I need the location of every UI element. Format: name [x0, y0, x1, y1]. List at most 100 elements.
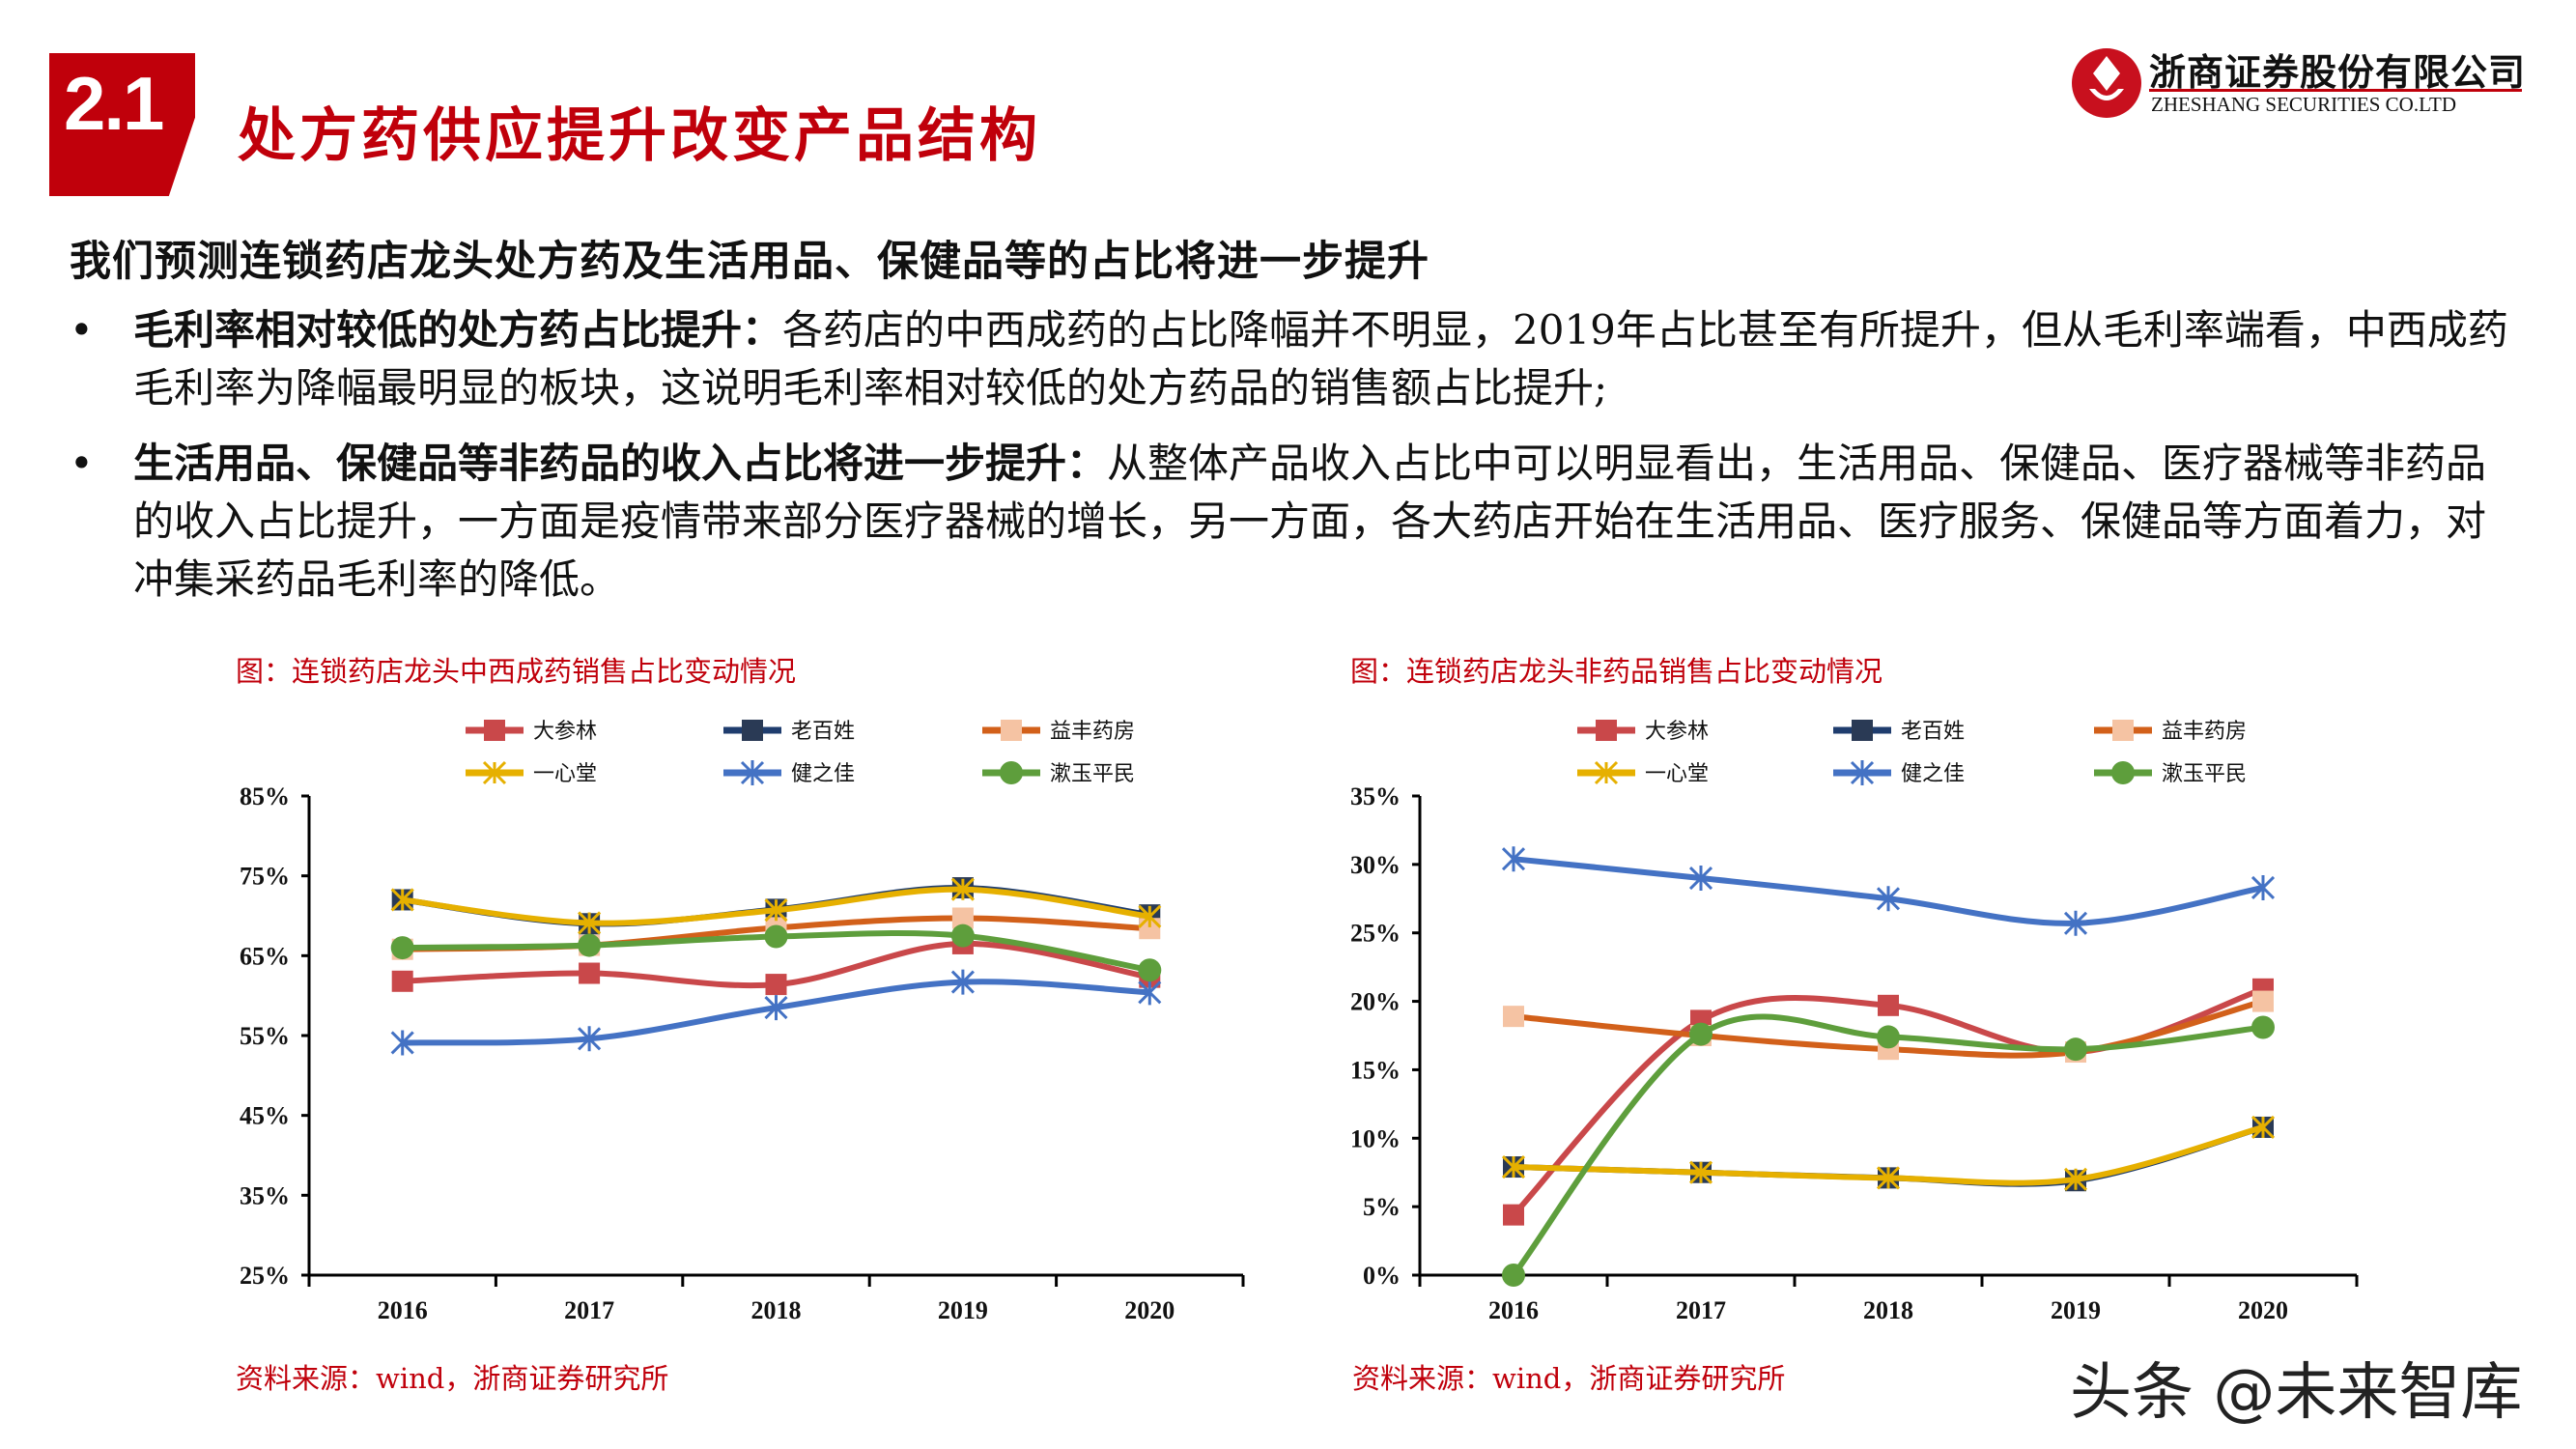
marker-square	[951, 907, 974, 929]
marker-x	[2063, 1167, 2088, 1191]
legend-item: 漱玉平民	[2094, 761, 2247, 786]
bullet-text: 各药店的中西成药的占比降幅并不明显，2019年占比甚至有所提升，但从毛利率端看，…	[133, 306, 2508, 412]
series-漱玉平民	[1502, 1013, 2275, 1287]
y-tick-label: 75%	[240, 863, 290, 891]
marker-square	[1878, 994, 1899, 1016]
marker-circle	[578, 933, 602, 957]
marker-star	[578, 1026, 602, 1052]
bullet-item: • 生活用品、保健品等非药品的收入占比将进一步提升：从整体产品收入占比中可以明显…	[70, 435, 2523, 609]
marker-square	[1852, 720, 1873, 741]
series-健之佳	[1501, 846, 2276, 936]
legend-item: 一心堂	[466, 760, 597, 786]
x-tick-label: 2020	[1124, 1296, 1175, 1324]
legend-label: 大参林	[533, 720, 597, 744]
marker-x	[390, 888, 414, 912]
watermark: 头条 @未来智库	[2070, 1357, 2523, 1429]
marker-x	[482, 760, 507, 785]
x-tick-label: 2017	[1676, 1296, 1726, 1324]
marker-square	[1001, 720, 1022, 741]
marker-star	[764, 995, 788, 1021]
line-chart: 25% 35% 45% 55% 65% 75% 85% 2016 2017 2018 2019 202…	[240, 720, 1245, 1324]
marker-square	[1503, 1006, 1524, 1028]
marker-circle	[2111, 761, 2135, 784]
marker-star	[1138, 980, 1162, 1006]
marker-circle	[1689, 1022, 1713, 1046]
x-tick-label: 2018	[1863, 1296, 1913, 1324]
marker-square	[2112, 720, 2134, 741]
marker-circle	[1000, 761, 1023, 784]
legend-label: 一心堂	[533, 762, 597, 786]
x-tick-label: 2017	[564, 1296, 614, 1324]
y-tick-label: 5%	[1363, 1193, 1401, 1221]
marker-star	[1501, 846, 1526, 872]
legend-item: 大参林	[1577, 720, 1709, 744]
legend-item: 一心堂	[1577, 760, 1709, 786]
legend-label: 一心堂	[1645, 762, 1709, 786]
legend-item: 健之佳	[723, 760, 855, 786]
series-line	[1511, 1013, 2264, 1277]
y-tick-label: 10%	[1350, 1124, 1401, 1152]
section-number: 2.1	[64, 61, 164, 146]
chart-caption: 图：连锁药店龙头中西成药销售占比变动情况	[236, 655, 797, 688]
logo-english-name: ZHESHANG SECURITIES CO.LTD	[2151, 93, 2456, 116]
chart-caption: 图：连锁药店龙头非药品销售占比变动情况	[1350, 655, 1883, 688]
marker-square	[2252, 990, 2274, 1012]
marker-x	[950, 877, 975, 901]
x-tick-label: 2016	[378, 1296, 428, 1324]
marker-square	[765, 974, 787, 996]
x-tick-label: 2016	[1488, 1296, 1539, 1324]
marker-x	[1876, 1166, 1901, 1190]
x-tick-label: 2019	[938, 1296, 988, 1324]
y-tick-label: 20%	[1350, 988, 1401, 1016]
logo-chinese-name: 浙商证券股份有限公司	[2149, 50, 2527, 94]
legend-item: 老百姓	[1833, 720, 1965, 744]
legend-label: 漱玉平民	[1050, 762, 1135, 786]
subtitle: 我们预测连锁药店龙头处方药及生活用品、保健品等的占比将进一步提升	[70, 238, 1430, 286]
series-一心堂	[390, 877, 1162, 935]
marker-star	[390, 1030, 414, 1056]
legend-item: 漱玉平民	[982, 761, 1135, 786]
marker-x	[1138, 904, 1162, 928]
bullet-item: • 毛利率相对较低的处方药占比提升：各药店的中西成药的占比降幅并不明显，2019…	[70, 301, 2523, 417]
page-title: 处方药供应提升改变产品结构	[238, 102, 1041, 170]
marker-circle	[1877, 1025, 1900, 1049]
marker-star	[2063, 910, 2088, 936]
marker-star	[2250, 874, 2276, 900]
bullet-heading: 毛利率相对较低的处方药占比提升：	[133, 306, 783, 354]
marker-star	[1688, 866, 1713, 892]
marker-star	[1850, 760, 1875, 785]
legend-label: 健之佳	[1901, 762, 1965, 786]
marker-x	[1501, 1154, 1526, 1179]
x-tick-label: 2018	[751, 1296, 802, 1324]
legend-label: 漱玉平民	[2162, 762, 2247, 786]
marker-x	[2250, 1115, 2276, 1140]
bullet-dot-icon: •	[70, 440, 94, 487]
marker-circle	[1138, 958, 1162, 982]
marker-circle	[950, 923, 975, 948]
chart-source: 资料来源：wind，浙商证券研究所	[236, 1362, 669, 1395]
y-tick-label: 35%	[240, 1181, 290, 1209]
legend-label: 老百姓	[791, 720, 855, 744]
y-tick-label: 0%	[1363, 1262, 1401, 1290]
legend-label: 健之佳	[791, 762, 855, 786]
line-chart: 0% 5% 10% 15% 20% 25% 30% 35% 2016 2017 2018 2019 20…	[1350, 720, 2359, 1324]
y-tick-label: 35%	[1350, 782, 1401, 810]
series-一心堂	[1501, 1115, 2276, 1191]
bullet-text: 从整体产品收入占比中可以明显看出，生活用品、保健品、医疗器械等非药品的收入占比提…	[133, 440, 2487, 603]
legend-label: 老百姓	[1901, 720, 1965, 744]
y-tick-label: 25%	[240, 1262, 290, 1290]
marker-circle	[764, 924, 788, 949]
logo-divider	[2149, 89, 2522, 92]
legend-item: 益丰药房	[982, 720, 1135, 744]
x-tick-label: 2020	[2238, 1296, 2288, 1324]
bullet-heading: 生活用品、保健品等非药品的收入占比将进一步提升：	[133, 440, 1108, 487]
marker-square	[391, 970, 413, 992]
marker-star	[1876, 886, 1901, 912]
y-tick-label: 15%	[1350, 1056, 1401, 1084]
x-tick-label: 2019	[2051, 1296, 2101, 1324]
y-tick-label: 45%	[240, 1102, 290, 1130]
marker-x	[578, 911, 602, 935]
marker-circle	[2064, 1037, 2087, 1062]
legend-label: 益丰药房	[1050, 720, 1135, 744]
legend-item: 老百姓	[723, 720, 855, 744]
